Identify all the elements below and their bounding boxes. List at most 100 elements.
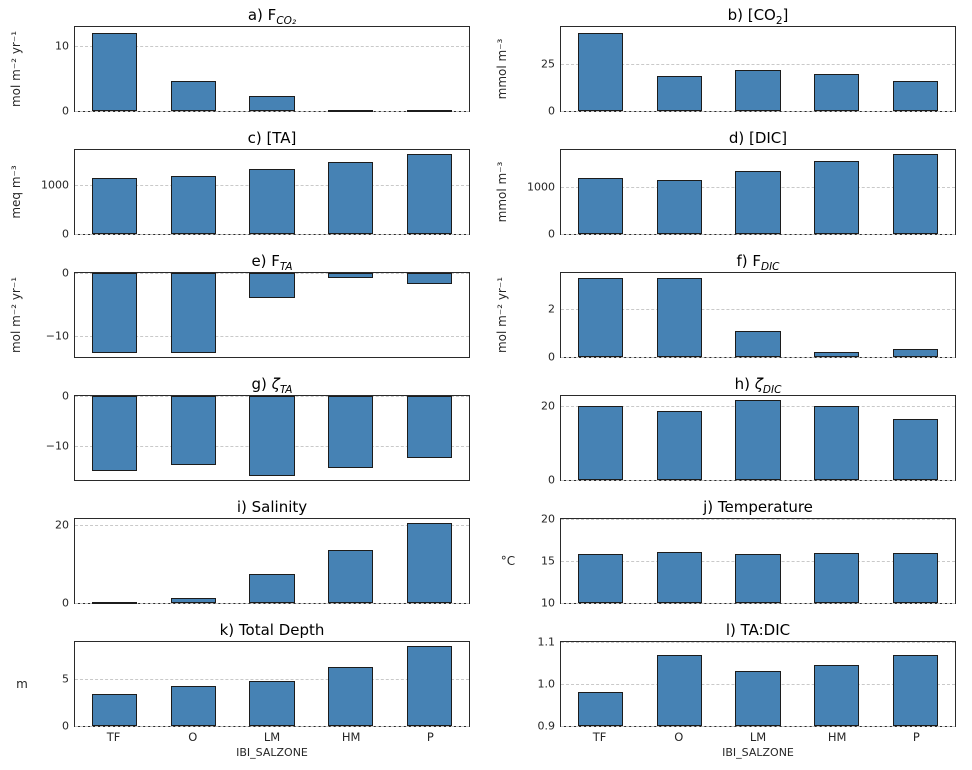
- bar-c-O: [170, 175, 216, 234]
- chart-title-segment: 2: [775, 15, 783, 27]
- y-tick-label: 0.9: [537, 719, 556, 733]
- chart-title-segment: a) F: [247, 6, 277, 24]
- x-tick-label-P: P: [426, 730, 434, 744]
- grid-line: [75, 46, 469, 48]
- grid-line: [561, 64, 955, 66]
- chart-title-segment: e) F: [251, 252, 280, 270]
- x-tick-labels-l: TF O LM HM P: [560, 727, 956, 744]
- bar-d-LM: [735, 170, 781, 234]
- x-axis-label-k: IBI_SALZONE: [236, 746, 308, 759]
- y-axis-label-c: meq m⁻³: [9, 165, 23, 219]
- bar-b-O: [656, 75, 702, 111]
- x-tick-label-P: P: [912, 730, 920, 744]
- chart-title-segment: c) [TA]: [247, 129, 297, 147]
- bar-i-TF: [91, 602, 138, 605]
- bar-g-P: [406, 396, 453, 458]
- bar-f-O: [656, 277, 702, 357]
- bar-b-LM: [735, 69, 781, 111]
- bar-g-LM: [249, 396, 295, 476]
- chart-b: b) [CO2] mmol m⁻³ 0 25: [486, 0, 972, 123]
- grid-line: [561, 309, 955, 310]
- grid-line: [75, 603, 469, 604]
- bar-d-TF: [577, 178, 624, 234]
- y-axis-label-f: mol m⁻² yr⁻¹: [495, 276, 509, 354]
- chart-j: j) Temperature °C 10 15 20: [486, 492, 972, 615]
- bar-j-P: [892, 553, 939, 603]
- plot-body-h: 0 20: [541, 395, 956, 487]
- y-tick-label: 0: [62, 719, 69, 733]
- chart-title-segment: g): [251, 375, 272, 393]
- chart-title-segment: ζ: [754, 375, 763, 393]
- chart-title-h: h) ζDIC: [560, 374, 956, 396]
- x-tick-label-LM: LM: [749, 730, 767, 744]
- x-tick-label-LM: LM: [263, 730, 281, 744]
- chart-d: d) [DIC] mmol m⁻³ 0 1000: [486, 123, 972, 246]
- bar-k-LM: [249, 680, 295, 726]
- bar-a-LM: [249, 96, 295, 111]
- plot-area-a: 0 10: [55, 26, 470, 118]
- bar-i-O: [170, 598, 216, 603]
- plot-body-d: mmol m⁻³ 0 1000: [495, 149, 956, 241]
- chart-c: c) [TA] meq m⁻³ 0 1000: [0, 123, 486, 246]
- bar-l-TF: [577, 692, 624, 726]
- x-tick-label-O: O: [188, 730, 198, 744]
- bar-f-TF: [577, 277, 624, 357]
- chart-f: f) FDIC mol m⁻² yr⁻¹ 0 2: [486, 246, 972, 369]
- chart-title-d: d) [DIC]: [560, 128, 956, 149]
- chart-title-f: f) FDIC: [560, 251, 956, 273]
- grid-line: [561, 234, 955, 235]
- bar-l-P: [892, 655, 939, 726]
- chart-h: h) ζDIC 0 20: [486, 369, 972, 492]
- y-tick-label: 0: [62, 389, 69, 403]
- y-tick-label: 15: [541, 554, 555, 568]
- chart-title-l: l) TA:DIC: [560, 620, 956, 641]
- grid-line: [75, 336, 469, 338]
- bar-h-O: [656, 411, 702, 480]
- chart-title-c: c) [TA]: [74, 128, 470, 149]
- bar-c-TF: [91, 178, 138, 234]
- bar-j-HM: [814, 552, 860, 603]
- chart-title-segment: TA: [279, 384, 293, 396]
- bar-i-HM: [328, 550, 374, 603]
- plot-area-g: 0 −10: [46, 390, 470, 481]
- y-tick-label: 20: [541, 512, 555, 526]
- x-tick-label-TF: TF: [592, 730, 607, 744]
- chart-title-segment: h): [734, 375, 755, 393]
- bar-d-P: [892, 154, 939, 234]
- y-tick-label: 20: [541, 399, 555, 413]
- bar-c-LM: [249, 169, 295, 234]
- bar-e-O: [170, 273, 216, 353]
- bar-e-P: [406, 273, 453, 284]
- x-tick-labels-k: TF O LM HM P: [74, 727, 470, 744]
- y-tick-label: 1000: [41, 178, 69, 192]
- bar-h-P: [892, 419, 939, 480]
- bar-h-HM: [814, 406, 860, 480]
- y-tick-label: 0: [62, 266, 69, 280]
- grid-line: [75, 524, 469, 526]
- grid-line: [75, 726, 469, 727]
- bar-e-LM: [249, 273, 295, 299]
- chart-title-g: g) ζTA: [74, 374, 470, 396]
- chart-title-segment: i) Salinity: [236, 498, 308, 516]
- y-axis-label-e: mol m⁻² yr⁻¹: [9, 276, 23, 354]
- chart-title-segment: CO₂: [276, 15, 297, 27]
- bar-e-TF: [91, 273, 138, 353]
- bar-a-P: [406, 109, 453, 112]
- chart-a: a) FCO₂ mol m⁻² yr⁻¹ 0 10: [0, 0, 486, 123]
- plot-body-i: 0 20: [55, 518, 470, 610]
- bar-k-O: [170, 686, 216, 726]
- plot-body-l: 0.9 1.0 1.1: [538, 636, 956, 733]
- bar-k-P: [406, 645, 453, 726]
- plot-area-e: 0 −10: [46, 267, 470, 358]
- y-tick-label: 0: [548, 227, 555, 241]
- y-tick-label: 1.0: [537, 677, 556, 691]
- bar-g-O: [170, 396, 216, 465]
- bar-j-TF: [577, 554, 624, 603]
- bar-j-O: [656, 551, 702, 603]
- chart-title-segment: ζ: [271, 375, 280, 393]
- bar-k-HM: [328, 667, 374, 726]
- bar-j-LM: [735, 554, 781, 603]
- bar-d-O: [656, 180, 702, 234]
- bar-f-HM: [814, 352, 860, 357]
